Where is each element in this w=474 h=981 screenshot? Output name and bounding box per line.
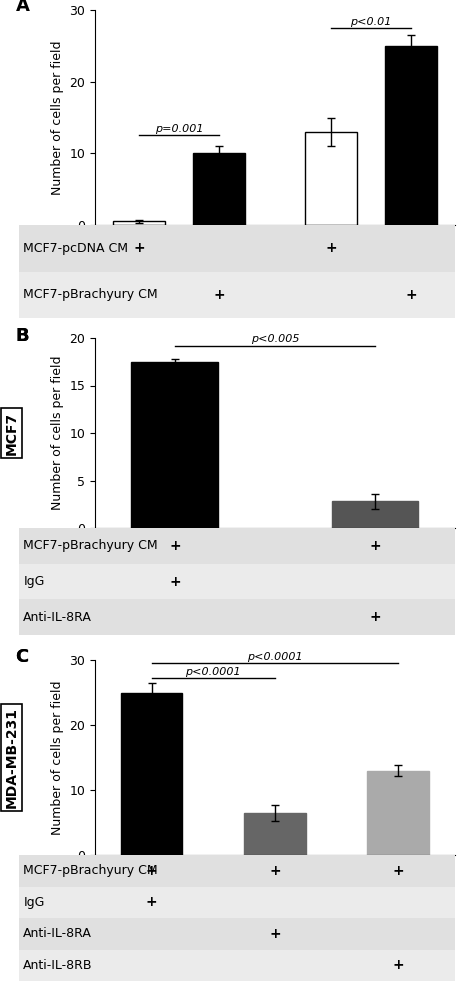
- Text: +: +: [169, 575, 181, 589]
- Text: +: +: [369, 539, 381, 553]
- Text: +: +: [392, 958, 404, 972]
- Bar: [19, 599, 455, 635]
- Text: +: +: [392, 863, 404, 878]
- Text: B: B: [16, 327, 29, 344]
- Text: +: +: [146, 863, 157, 878]
- Text: MCF7: MCF7: [5, 411, 19, 454]
- Y-axis label: Number of cells per field: Number of cells per field: [51, 356, 64, 510]
- Text: MCF7-pBrachyury CM: MCF7-pBrachyury CM: [23, 288, 158, 301]
- Text: B: B: [16, 327, 29, 344]
- Text: A: A: [16, 0, 29, 15]
- Bar: [113, 222, 165, 225]
- Text: C: C: [16, 648, 29, 666]
- Text: C: C: [16, 648, 29, 666]
- Text: +: +: [213, 287, 225, 302]
- Text: +: +: [169, 539, 181, 553]
- Bar: [193, 153, 245, 225]
- Text: +: +: [133, 241, 145, 255]
- Text: +: +: [146, 896, 157, 909]
- Text: p=0.001: p=0.001: [155, 125, 203, 134]
- Text: MCF7-pBrachyury CM: MCF7-pBrachyury CM: [23, 540, 158, 552]
- Text: MCF7-pBrachyury CM: MCF7-pBrachyury CM: [23, 864, 158, 877]
- Bar: [367, 770, 429, 855]
- Bar: [332, 501, 419, 528]
- Text: p<0.01: p<0.01: [350, 17, 392, 26]
- Bar: [19, 950, 455, 981]
- Text: MDA-MB-231: MDA-MB-231: [5, 707, 19, 808]
- Text: +: +: [405, 287, 417, 302]
- Text: MCF7-pcDNA CM: MCF7-pcDNA CM: [23, 241, 128, 255]
- Y-axis label: Number of cells per field: Number of cells per field: [51, 40, 64, 195]
- Text: IgG: IgG: [23, 575, 45, 588]
- Bar: [19, 918, 455, 950]
- Text: Anti-IL-8RA: Anti-IL-8RA: [23, 927, 92, 940]
- Bar: [385, 46, 437, 225]
- Bar: [19, 887, 455, 918]
- Bar: [19, 225, 455, 272]
- Bar: [121, 693, 182, 855]
- Bar: [19, 564, 455, 599]
- Text: +: +: [325, 241, 337, 255]
- Bar: [19, 528, 455, 564]
- Bar: [244, 812, 306, 855]
- Text: +: +: [269, 863, 281, 878]
- Bar: [19, 855, 455, 887]
- Text: p<0.0001: p<0.0001: [247, 652, 303, 662]
- Bar: [131, 362, 218, 528]
- Bar: [305, 131, 357, 225]
- Bar: [19, 272, 455, 318]
- Text: +: +: [269, 927, 281, 941]
- Y-axis label: Number of cells per field: Number of cells per field: [51, 680, 64, 835]
- Text: p<0.0001: p<0.0001: [185, 667, 241, 677]
- Text: Anti-IL-8RA: Anti-IL-8RA: [23, 610, 92, 624]
- Text: p<0.005: p<0.005: [251, 335, 299, 344]
- Text: +: +: [369, 610, 381, 624]
- Text: IgG: IgG: [23, 896, 45, 908]
- Text: Anti-IL-8RB: Anti-IL-8RB: [23, 958, 93, 972]
